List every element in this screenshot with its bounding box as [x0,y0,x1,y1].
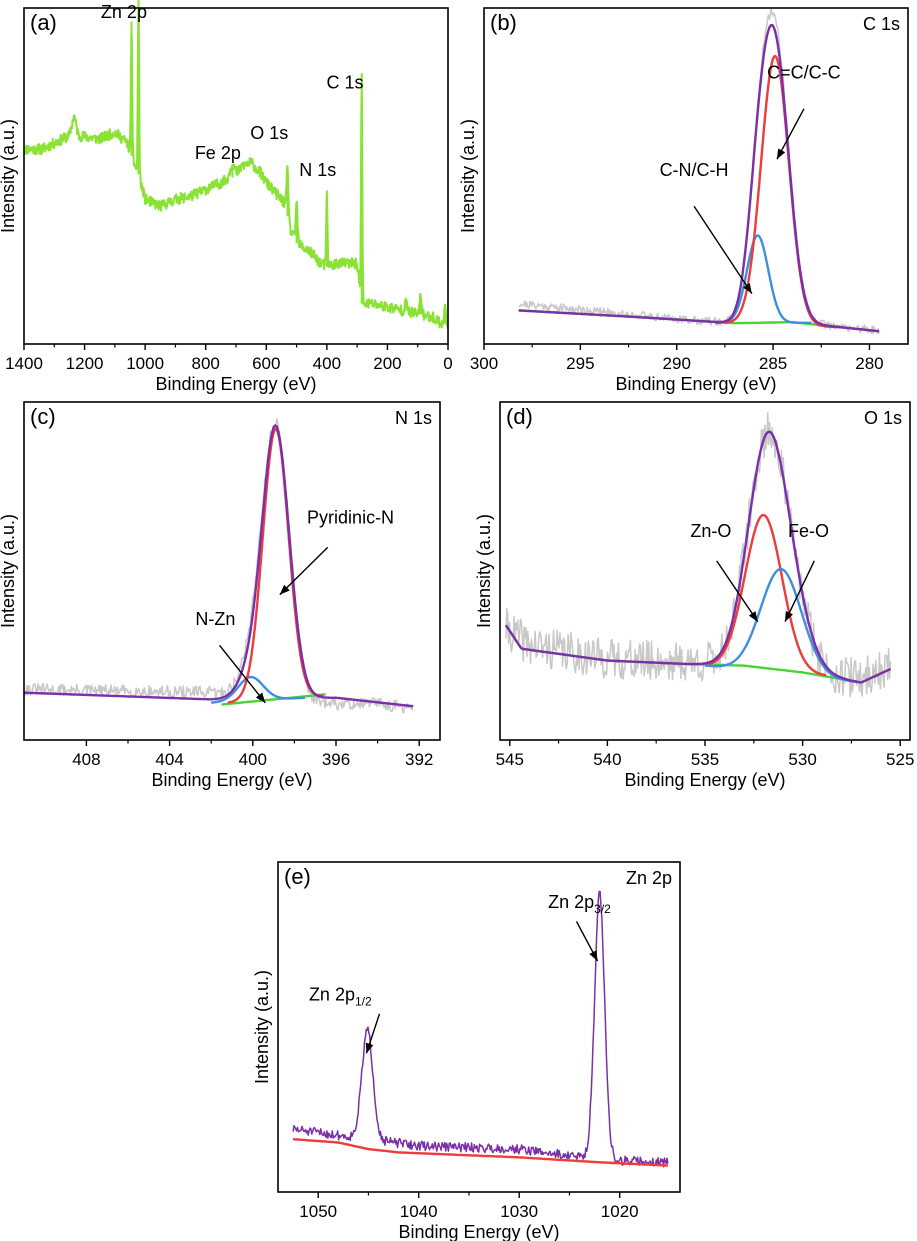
series-background [293,1138,668,1167]
annotation-arrowhead [748,611,758,622]
panel-label: (b) [490,10,517,35]
series-background [220,693,327,706]
panel-label: (a) [30,10,57,35]
x-axis-label: Binding Energy (eV) [155,374,316,394]
series-fe-o [704,567,862,684]
x-tick-label: 400 [313,354,341,373]
peak-annotation: Zn 2p [101,2,147,22]
annotation-arrowhead [365,1042,374,1054]
panel-title: N 1s [395,408,432,428]
y-axis-label: Intensity (a.u.) [0,514,18,628]
peak-annotation: Fe-O [788,521,829,541]
series-raw [292,890,669,1168]
annotation-arrowhead [255,692,266,703]
x-axis-label: Binding Energy (eV) [615,374,776,394]
plot-frame [23,7,449,345]
series-envelope [24,424,414,708]
annotation-arrowhead [743,283,752,294]
panel-label: (e) [284,864,311,889]
panel-title: Zn 2p [626,868,672,888]
x-tick-label: 300 [470,354,498,373]
peak-annotation: C=C/C-C [767,63,841,83]
series-raw [518,7,880,335]
series-survey [23,0,449,329]
series-n-zn [210,675,306,704]
y-axis-label: Intensity (a.u.) [252,970,272,1084]
panel-title: O 1s [864,408,902,428]
series-raw [23,418,414,714]
x-tick-label: 200 [373,354,401,373]
panel-b-c1s-chart: 300 295 290 285 280 Binding Energy (eV) Intens… [458,7,909,394]
annotation-arrow [693,205,753,294]
peak-annotation: Zn 2p3/2 [548,892,611,916]
x-tick-label: 1000 [126,354,164,373]
x-tick-label: 525 [886,750,914,769]
annotation-arrowhead [589,950,598,961]
panel-label: (d) [506,404,533,429]
x-tick-label: 392 [405,750,433,769]
peak-annotation: Zn-O [690,521,731,541]
peak-annotation: Pyridinic-N [307,508,394,528]
peak-annotation: O 1s [250,123,288,143]
panel-d-o1s-chart: 545 540 535 530 525 Binding Energy (eV) Intens… [474,401,914,790]
annotation-arrow [716,560,759,623]
panel-label: (c) [30,404,56,429]
x-tick-label: 1200 [66,354,104,373]
x-tick-label: 540 [593,750,621,769]
series-zn-o [704,513,827,677]
x-tick-label: 408 [72,750,100,769]
peak-annotation: C 1s [327,73,364,93]
x-tick-label: 535 [691,750,719,769]
plot-frame [499,401,911,741]
x-tick-label: 1400 [5,354,43,373]
plot-frame [23,401,441,741]
peak-annotation: C-N/C-H [660,160,729,180]
x-tick-label: 0 [443,354,452,373]
x-tick-label: 1020 [601,1202,639,1221]
x-tick-label: 280 [855,354,883,373]
panel-a-survey-chart: 1400 1200 1000 800 600 400 200 0 Binding Energy … [0,0,453,394]
x-tick-label: 400 [239,750,267,769]
x-tick-label: 1030 [500,1202,538,1221]
peak-annotation: N-Zn [195,609,235,629]
annotation-arrow [279,546,329,596]
x-tick-label: 530 [788,750,816,769]
panel-e-zn2p-chart: 1050 1040 1030 1020 Binding Energy (eV) Inten… [252,861,681,1241]
series-envelope [504,430,892,684]
x-tick-label: 396 [322,750,350,769]
panel-title: C 1s [863,14,900,34]
plot-frame [483,7,909,345]
x-tick-label: 600 [252,354,280,373]
series-envelope [518,23,880,333]
y-axis-label: Intensity (a.u.) [0,119,18,233]
y-axis-label: Intensity (a.u.) [474,514,494,628]
annotation-arrowhead [785,610,793,622]
peak-annotation: N 1s [299,160,336,180]
x-axis-label: Binding Energy (eV) [398,1222,559,1241]
x-tick-label: 800 [192,354,220,373]
y-axis-label: Intensity (a.u.) [458,119,478,233]
x-tick-label: 290 [663,354,691,373]
plot-frame [277,861,681,1193]
x-tick-label: 1040 [400,1202,438,1221]
annotation-arrowhead [279,584,290,595]
x-axis-label: Binding Energy (eV) [151,770,312,790]
peak-annotation: Zn 2p1/2 [309,985,372,1009]
x-tick-label: 404 [155,750,183,769]
x-tick-label: 285 [759,354,787,373]
x-tick-label: 295 [566,354,594,373]
panel-c-n1s-chart: 408 404 400 396 392 Binding Energy (eV) Intens… [0,401,441,790]
annotation-arrow [784,560,815,623]
annotation-arrowhead [776,148,786,160]
x-axis-label: Binding Energy (eV) [624,770,785,790]
peak-annotation: Fe 2p [195,143,241,163]
x-tick-label: 545 [496,750,524,769]
annotation-arrow [218,644,266,704]
x-tick-label: 1050 [299,1202,337,1221]
